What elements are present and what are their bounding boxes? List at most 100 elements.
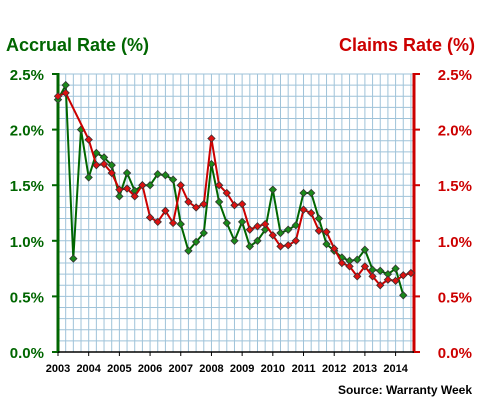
accrual-rate-point bbox=[268, 185, 277, 194]
claims-rate-point bbox=[330, 244, 339, 253]
accrual-rate-point bbox=[237, 217, 247, 227]
claims-rate-point bbox=[184, 197, 193, 207]
claims-rate-point bbox=[399, 271, 408, 280]
claims-rate-point bbox=[191, 203, 201, 212]
claims-rate-point bbox=[161, 206, 170, 215]
claims-rate-point bbox=[176, 181, 185, 190]
claims-rate-point bbox=[368, 272, 377, 281]
claims-rate-point bbox=[138, 181, 147, 190]
series-layer bbox=[53, 80, 416, 300]
accrual-rate-point bbox=[376, 266, 385, 275]
right-y-tick-label: 2.5% bbox=[438, 67, 472, 84]
accrual-rate-point bbox=[391, 264, 400, 273]
claims-rate-point bbox=[168, 218, 178, 228]
x-tick-label: 2007 bbox=[169, 363, 193, 375]
accrual-rate-point bbox=[399, 291, 408, 300]
source-note: Source: Warranty Week bbox=[338, 383, 472, 397]
x-tick-label: 2008 bbox=[199, 363, 223, 375]
x-tick-label: 2010 bbox=[261, 363, 285, 375]
accrual-rate-point bbox=[168, 175, 178, 184]
claims-rate-point bbox=[130, 192, 139, 201]
claims-rate-point bbox=[345, 262, 354, 271]
accrual-rate-point bbox=[199, 228, 208, 238]
accrual-rate-point bbox=[161, 171, 170, 180]
claims-rate-point bbox=[230, 201, 239, 210]
claims-rate-point bbox=[322, 227, 331, 237]
grid-lines bbox=[58, 73, 414, 352]
claims-rate-point bbox=[237, 199, 247, 209]
accrual-rate-point bbox=[191, 237, 201, 247]
claims-rate-point bbox=[284, 241, 293, 250]
claims-rate-point bbox=[406, 268, 416, 278]
claims-rate-point bbox=[214, 181, 224, 190]
accrual-rate-point bbox=[276, 228, 285, 238]
left-axis-title: Accrual Rate (%) bbox=[6, 35, 149, 55]
claims-rate-point bbox=[107, 168, 116, 178]
right-y-tick-label: 1.0% bbox=[438, 234, 472, 251]
accrual-rate-point bbox=[69, 254, 78, 263]
left-y-tick-label: 2.0% bbox=[10, 123, 44, 140]
claims-rate-point bbox=[360, 262, 370, 271]
x-tick-label: 2013 bbox=[353, 363, 377, 375]
claims-rate-point bbox=[376, 281, 385, 290]
claims-rate-point bbox=[84, 135, 93, 144]
right-y-tick-label: 0.0% bbox=[438, 345, 472, 362]
accrual-rate-point bbox=[61, 80, 70, 90]
claims-rate-point bbox=[253, 222, 262, 231]
left-y-tick-label: 0.0% bbox=[10, 345, 44, 362]
left-y-tick-label: 1.0% bbox=[10, 234, 44, 251]
right-y-tick-label: 1.5% bbox=[438, 178, 472, 195]
accrual-rate-point bbox=[299, 188, 308, 198]
accrual-rate-point bbox=[84, 173, 93, 182]
claims-rate-point bbox=[99, 159, 109, 169]
claims-rate-point bbox=[307, 208, 316, 218]
accrual-rate-point bbox=[222, 218, 231, 228]
x-tick-label: 2005 bbox=[107, 363, 131, 375]
claims-rate-point bbox=[122, 184, 132, 193]
claims-rate-point bbox=[222, 188, 231, 198]
claims-rate-point bbox=[53, 92, 63, 101]
claims-rate-series bbox=[53, 88, 416, 290]
x-tick-label: 2012 bbox=[322, 363, 346, 375]
x-tick-label: 2006 bbox=[138, 363, 162, 375]
accrual-rate-point bbox=[307, 188, 316, 198]
claims-rate-point bbox=[115, 185, 124, 194]
claims-rate-point bbox=[207, 134, 216, 143]
claims-rate-point bbox=[353, 272, 362, 281]
claims-rate-point bbox=[299, 205, 308, 214]
x-tick-label: 2004 bbox=[76, 363, 101, 375]
x-tick-label: 2003 bbox=[46, 363, 70, 375]
left-y-ticks: 0.0% 0.5% 1.0% 1.5% 2.0% 2.5% bbox=[10, 67, 58, 362]
left-y-tick-label: 0.5% bbox=[10, 289, 44, 306]
claims-rate-point bbox=[153, 217, 162, 227]
accrual-rate-point bbox=[284, 225, 293, 234]
claims-rate-point bbox=[314, 226, 324, 235]
accrual-rate-point bbox=[122, 168, 132, 178]
accrual-rate-point bbox=[176, 219, 185, 229]
accrual-rate-point bbox=[153, 169, 162, 179]
claims-rate-point bbox=[276, 242, 285, 251]
right-y-tick-label: 2.0% bbox=[438, 123, 472, 140]
x-tick-label: 2011 bbox=[292, 363, 316, 375]
claims-rate-point bbox=[391, 276, 400, 285]
accrual-rate-point bbox=[314, 214, 324, 223]
left-y-tick-label: 2.5% bbox=[10, 67, 44, 84]
claims-rate-point bbox=[291, 236, 301, 245]
x-tick-label: 2009 bbox=[230, 363, 254, 375]
claims-rate-point bbox=[268, 231, 277, 240]
x-ticks: 2003 2004 2005 2006 2007 2008 2009 2010 2011 2012… bbox=[46, 352, 409, 375]
accrual-rate-point bbox=[115, 192, 124, 201]
accrual-rate-point bbox=[360, 245, 370, 254]
right-y-ticks: 0.0% 0.5% 1.0% 1.5% 2.0% 2.5% bbox=[414, 67, 472, 362]
accrual-rate-point bbox=[291, 221, 301, 230]
accrual-rate-line bbox=[57, 81, 405, 296]
claims-rate-point bbox=[92, 161, 101, 170]
accrual-rate-point bbox=[245, 242, 254, 251]
claims-rate-point bbox=[145, 213, 155, 222]
accrual-rate-point bbox=[145, 181, 155, 190]
right-axis-title: Claims Rate (%) bbox=[339, 35, 475, 55]
right-y-tick-label: 0.5% bbox=[438, 289, 472, 306]
accrual-rate-point bbox=[353, 255, 362, 264]
